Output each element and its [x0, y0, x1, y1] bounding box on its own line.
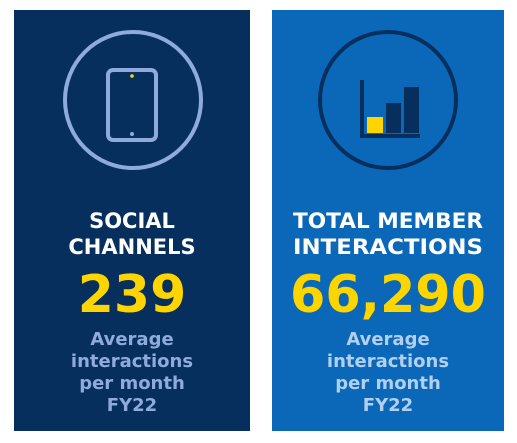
card-title: CHANNELS [68, 235, 195, 259]
card-value: 66,290 [290, 265, 486, 325]
card-background [14, 10, 250, 431]
tablet-icon [63, 30, 203, 170]
card-description: FY22 [107, 395, 157, 416]
card-title: SOCIAL [89, 209, 175, 233]
card-background [272, 10, 504, 431]
card-description: FY22 [363, 395, 413, 416]
card-description: interactions [71, 351, 193, 372]
card-description: interactions [327, 351, 449, 372]
card-description: Average [90, 329, 173, 350]
card-description: per month [335, 373, 441, 394]
card-title: INTERACTIONS [293, 235, 483, 259]
bar-chart-icon [318, 30, 458, 170]
card-description: per month [79, 373, 185, 394]
card-description: Average [346, 329, 429, 350]
card-title: TOTAL MEMBER [293, 209, 483, 233]
card-value: 239 [78, 265, 187, 325]
